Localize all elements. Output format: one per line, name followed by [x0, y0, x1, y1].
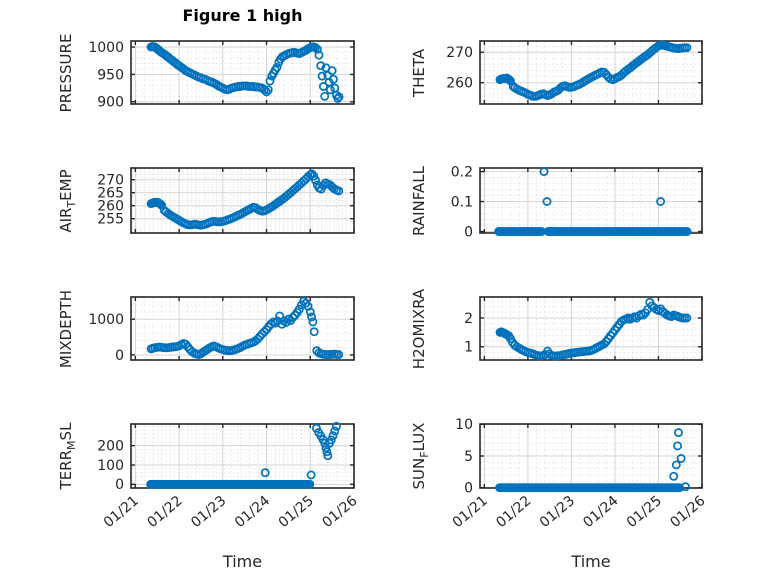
svg-text:01/25: 01/25: [276, 493, 317, 531]
svg-text:01/23: 01/23: [188, 493, 229, 531]
pressure-ytick-labels: 900 950 1000: [88, 40, 124, 111]
svg-text:1: 1: [464, 340, 473, 356]
air_temp-series-markers: [146, 169, 344, 230]
theta-series-markers: [495, 40, 692, 101]
rainfall-series-markers: [494, 167, 692, 236]
h2omixra-ytick-labels: 12: [464, 311, 473, 356]
xlabel-time-left: Time: [222, 552, 263, 571]
rainfall-minor-grid: [481, 169, 701, 232]
pressure-series-markers: [146, 42, 344, 103]
ylabel-terr_msl: TERRMSL: [57, 422, 78, 490]
svg-text:01/26: 01/26: [667, 493, 708, 531]
terr_msl-major-grid: [131, 424, 354, 488]
theta-major-grid: [480, 41, 702, 104]
subplot-mixdepth: 0 1000: [88, 296, 355, 364]
xlabel-time-right: Time: [571, 552, 611, 571]
pressure-tick-marks: [131, 41, 355, 104]
svg-text:200: 200: [97, 439, 124, 455]
figure-title: Figure 1 high: [182, 6, 303, 25]
h2omixra-series-markers: [495, 297, 692, 361]
air_temp-axes-box: [130, 167, 355, 234]
svg-text:0: 0: [115, 348, 124, 364]
svg-text:01/25: 01/25: [624, 493, 665, 531]
sun_flux-major-grid: [480, 423, 702, 489]
svg-text:950: 950: [97, 67, 124, 83]
svg-text:270: 270: [446, 45, 473, 61]
svg-text:01/26: 01/26: [319, 493, 360, 531]
svg-text:265: 265: [97, 186, 124, 202]
mixdepth-ytick-labels: 0 1000: [88, 312, 124, 364]
svg-text:270: 270: [97, 173, 124, 189]
pressure-axes-box: [130, 40, 355, 105]
terr_msl-xtick-labels: 01/21 01/22 01/23 01/24 01/25 01/26: [101, 493, 361, 531]
mixdepth-series-markers: [146, 296, 344, 360]
sun_flux-minor-grid: [481, 425, 701, 487]
svg-text:01/21: 01/21: [450, 493, 491, 531]
subplot-terr_msl: 0 100 200 01/21 01/22 01/23 01/24 01/25 01/26: [97, 421, 361, 531]
terr_msl-tick-marks: [131, 424, 355, 488]
sun_flux-xtick-labels: 01/21 01/22 01/23 01/24 01/25 01/26: [450, 493, 709, 531]
svg-text:0.1: 0.1: [451, 194, 473, 210]
subplot-pressure: 900 950 1000: [88, 40, 355, 111]
svg-text:0: 0: [115, 477, 124, 493]
svg-text:900: 900: [97, 95, 124, 111]
svg-text:5: 5: [464, 449, 473, 465]
svg-text:01/23: 01/23: [537, 493, 578, 531]
svg-text:260: 260: [97, 199, 124, 215]
subplot-sun_flux: 0 5 10 01/21 01/22 01/23 01/24 01/25 01/26: [450, 417, 709, 531]
air_temp-minor-grid: [132, 168, 353, 233]
svg-text:01/24: 01/24: [580, 493, 621, 531]
svg-text:0.2: 0.2: [451, 164, 473, 180]
theta-ytick-labels: 260 270: [446, 45, 473, 91]
svg-text:01/22: 01/22: [144, 493, 185, 531]
air_temp-tick-marks: [131, 168, 355, 233]
svg-text:01/21: 01/21: [101, 493, 142, 531]
svg-text:260: 260: [446, 76, 473, 92]
mixdepth-axes-box: [130, 296, 355, 361]
subplot-theta: 260 270: [446, 40, 703, 105]
subplot-rainfall: 0 0.1 0.2: [451, 164, 703, 240]
svg-text:2: 2: [464, 311, 473, 327]
svg-text:01/22: 01/22: [493, 493, 534, 531]
svg-text:0: 0: [464, 224, 473, 240]
terr_msl-axes-box: [130, 423, 355, 489]
rainfall-ytick-labels: 0 0.1 0.2: [451, 164, 473, 240]
svg-text:255: 255: [97, 212, 124, 228]
h2omixra-axes-box: [479, 296, 703, 361]
mixdepth-tick-marks: [131, 297, 355, 360]
sun_flux-series-markers: [495, 428, 690, 493]
svg-text:10: 10: [455, 417, 473, 433]
sun_flux-ytick-labels: 0 5 10: [455, 417, 473, 496]
svg-text:100: 100: [97, 458, 124, 474]
air_temp-major-grid: [131, 168, 354, 233]
mixdepth-minor-grid: [132, 297, 353, 359]
subplot-h2omixra: 12: [464, 296, 703, 361]
terr_msl-minor-grid: [132, 425, 353, 487]
terr_msl-ytick-labels: 0 100 200: [97, 439, 124, 494]
theta-axes-box: [479, 40, 703, 105]
ylabel-sun_flux: SUNFLUX: [410, 422, 431, 490]
svg-text:0: 0: [464, 481, 473, 497]
svg-text:1000: 1000: [88, 312, 124, 328]
svg-text:01/24: 01/24: [232, 493, 273, 531]
svg-text:1000: 1000: [88, 40, 124, 56]
terr_msl-series-markers: [146, 421, 341, 489]
